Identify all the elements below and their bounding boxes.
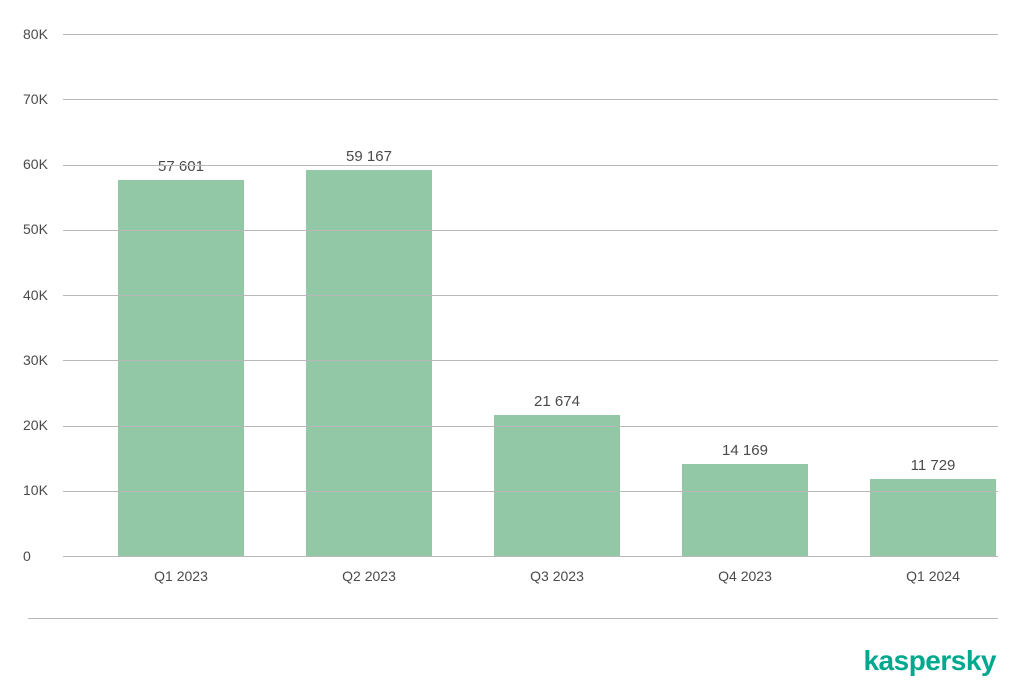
y-axis-tick-label: 40K xyxy=(23,287,59,303)
bar-value-label: 14 169 xyxy=(682,442,808,459)
bar-value-label: 11 729 xyxy=(870,457,996,474)
gridline xyxy=(63,165,998,166)
bar-value-label: 59 167 xyxy=(306,148,432,165)
plot-area: 57 60159 16721 67414 16911 729 010K20K30… xyxy=(63,34,998,556)
y-axis-tick-label: 0 xyxy=(23,548,59,564)
y-axis-tick-label: 60K xyxy=(23,156,59,172)
gridline xyxy=(63,230,998,231)
x-axis-tick-label: Q1 2024 xyxy=(906,568,960,584)
footer-rule xyxy=(28,618,998,619)
x-axis-tick-label: Q2 2023 xyxy=(342,568,396,584)
gridline xyxy=(63,556,998,557)
gridline xyxy=(63,360,998,361)
y-axis-tick-label: 30K xyxy=(23,352,59,368)
y-axis-tick-label: 80K xyxy=(23,26,59,42)
gridline xyxy=(63,491,998,492)
bar: 59 167 xyxy=(306,170,432,556)
x-axis-tick-label: Q4 2023 xyxy=(718,568,772,584)
bar-value-label: 21 674 xyxy=(494,393,620,410)
gridline xyxy=(63,99,998,100)
gridline xyxy=(63,34,998,35)
bar: 57 601 xyxy=(118,180,244,556)
y-axis-tick-label: 70K xyxy=(23,91,59,107)
y-axis-tick-label: 50K xyxy=(23,221,59,237)
y-axis-tick-label: 10K xyxy=(23,482,59,498)
x-axis-tick-label: Q1 2023 xyxy=(154,568,208,584)
bar-value-label: 57 601 xyxy=(118,158,244,175)
y-axis-tick-label: 20K xyxy=(23,417,59,433)
brand-logo: kaspersky xyxy=(863,645,996,677)
gridline xyxy=(63,295,998,296)
x-axis-tick-label: Q3 2023 xyxy=(530,568,584,584)
bar: 14 169 xyxy=(682,464,808,556)
gridline xyxy=(63,426,998,427)
bar: 21 674 xyxy=(494,415,620,556)
chart-frame: 57 601 59 167 21 674 14 169 11 729 0 10K 20K 30… xyxy=(0,0,1024,695)
